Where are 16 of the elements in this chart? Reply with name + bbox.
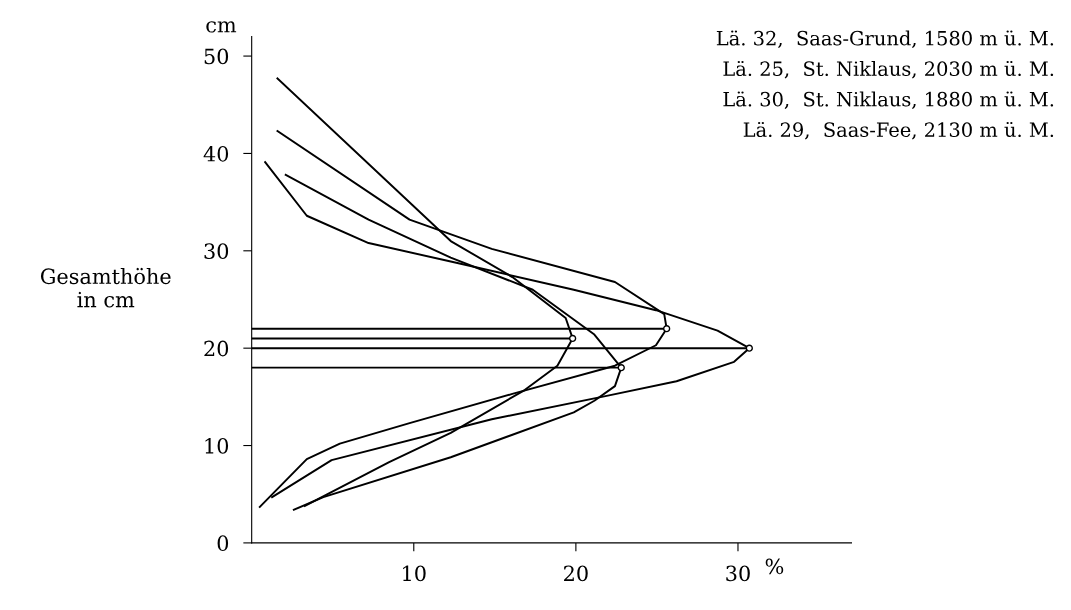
y-tick-label: 50: [204, 48, 229, 65]
x-tick-label: 30: [726, 565, 750, 582]
annotation: Lä. 32, Saas-Grund, 1580 m ü. M.: [716, 30, 1054, 48]
text: cm: [206, 21, 237, 33]
x-tick-label: 20: [564, 565, 588, 582]
annotation: Lä. 29, Saas-Fee, 2130 m ü. M.: [743, 121, 1054, 140]
annotation: Lä. 25, St. Niklaus, 2030 m ü. M.: [723, 60, 1054, 79]
x-tick-label: 10: [403, 565, 426, 582]
y-tick-label: 10: [205, 437, 229, 454]
y-tick-label: 20: [204, 340, 229, 357]
annotation: Lä. 30, St. Niklaus, 1880 m ü. M.: [723, 91, 1054, 109]
y-axis-title: Gesamthöhe in cm: [40, 267, 171, 308]
text: %: [765, 558, 784, 575]
y-tick-label: 0: [217, 535, 229, 552]
y-tick-label: 40: [203, 145, 229, 162]
y-tick-label: 30: [204, 243, 229, 260]
